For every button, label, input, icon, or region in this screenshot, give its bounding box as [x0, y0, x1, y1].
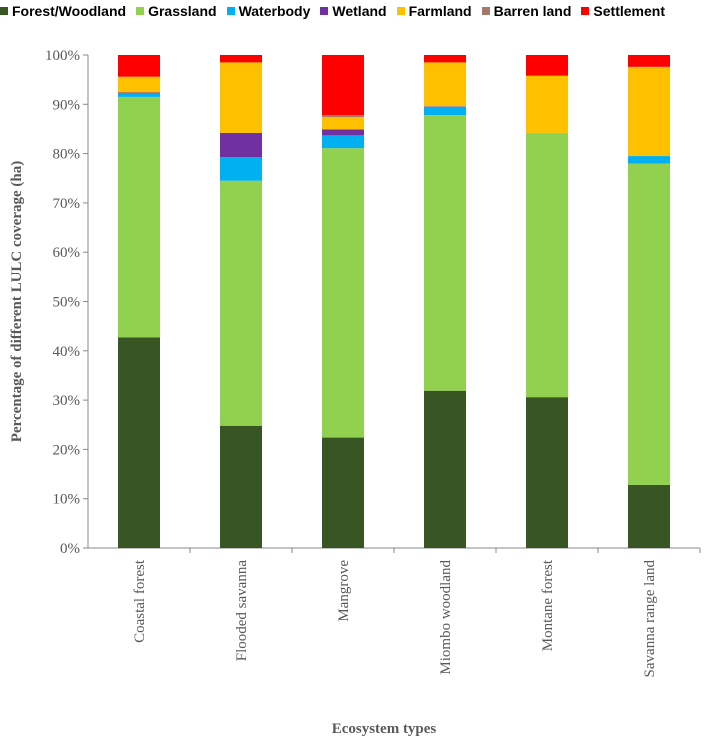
- bar-segment: [322, 117, 364, 130]
- y-tick-label: 70%: [53, 196, 81, 212]
- bar-segment: [322, 437, 364, 548]
- legend-label: Settlement: [593, 3, 665, 19]
- y-tick-label: 10%: [53, 492, 81, 508]
- bar-segment: [322, 129, 364, 136]
- legend-swatch: [396, 7, 405, 15]
- bar-segment: [322, 148, 364, 438]
- y-tick-label: 50%: [53, 295, 81, 311]
- x-tick-label: Mangrove: [336, 560, 352, 622]
- y-axis-title: Percentage of different LULC coverage (h…: [9, 161, 25, 442]
- x-tick-label: Savanna range land: [642, 560, 658, 678]
- legend-item: Grassland: [136, 3, 217, 19]
- legend-item: Forest/Woodland: [0, 3, 126, 19]
- bar-segment: [628, 156, 670, 164]
- bar-segment: [322, 55, 364, 116]
- bar-segment: [526, 55, 568, 76]
- y-tick-label: 90%: [53, 97, 81, 113]
- legend-swatch: [481, 7, 490, 15]
- y-tick-label: 0%: [60, 541, 80, 557]
- bar-segment: [628, 66, 670, 157]
- bar-segment: [424, 106, 466, 116]
- y-tick-label: 100%: [45, 48, 80, 64]
- x-tick-label: Miombo woodland: [438, 560, 454, 675]
- bar-segment: [220, 132, 262, 158]
- bar-segment: [628, 163, 670, 485]
- legend-swatch: [581, 7, 590, 15]
- bar-segment: [424, 62, 466, 107]
- bar-segment: [424, 115, 466, 391]
- legend-item: Waterbody: [226, 3, 311, 19]
- bar-segment: [118, 55, 160, 77]
- legend-label: Barren land: [493, 3, 572, 19]
- x-tick-label: Flooded savanna: [234, 560, 250, 662]
- x-tick-label: Montane forest: [540, 559, 556, 651]
- legend-item: Barren land: [481, 3, 572, 19]
- legend-label: Farmland: [408, 3, 472, 19]
- bar-segment: [118, 76, 160, 93]
- bar-segment: [118, 337, 160, 548]
- bar-segment: [220, 425, 262, 548]
- legend-swatch: [226, 7, 235, 15]
- legend-swatch: [0, 7, 8, 15]
- x-axis-title: Ecosystem types: [332, 721, 437, 737]
- bar-segment: [526, 397, 568, 548]
- bar-segment: [118, 96, 160, 338]
- bar-segment: [220, 180, 262, 426]
- bar-segment: [220, 157, 262, 181]
- legend-item: Farmland: [396, 3, 472, 19]
- y-tick-label: 80%: [53, 147, 81, 163]
- legend-label: Waterbody: [238, 3, 311, 19]
- legend-swatch: [320, 7, 329, 15]
- y-tick-label: 40%: [53, 344, 81, 360]
- y-tick-label: 30%: [53, 393, 81, 409]
- bar-segment: [628, 484, 670, 548]
- bar-segment: [322, 135, 364, 149]
- bar-segment: [424, 55, 466, 63]
- bar-segment: [220, 62, 262, 133]
- x-tick-label: Coastal forest: [132, 559, 148, 643]
- legend-label: Forest/Woodland: [12, 3, 127, 19]
- legend-label: Grassland: [148, 3, 217, 19]
- bar-segment: [424, 390, 466, 548]
- bar-segment: [118, 92, 160, 97]
- bar-segment: [526, 75, 568, 133]
- bar-segment: [628, 55, 670, 67]
- y-tick-label: 20%: [53, 442, 81, 458]
- legend-item: Settlement: [581, 3, 665, 19]
- legend-label: Wetland: [332, 3, 387, 19]
- legend-item: Wetland: [320, 3, 387, 19]
- legend: Forest/Woodland Grassland Waterbody Wetland…: [0, 0, 709, 22]
- bar-segment: [322, 115, 364, 118]
- legend-swatch: [136, 7, 145, 15]
- y-tick-label: 60%: [53, 245, 81, 261]
- bar-segment: [526, 132, 568, 398]
- bar-segment: [220, 55, 262, 63]
